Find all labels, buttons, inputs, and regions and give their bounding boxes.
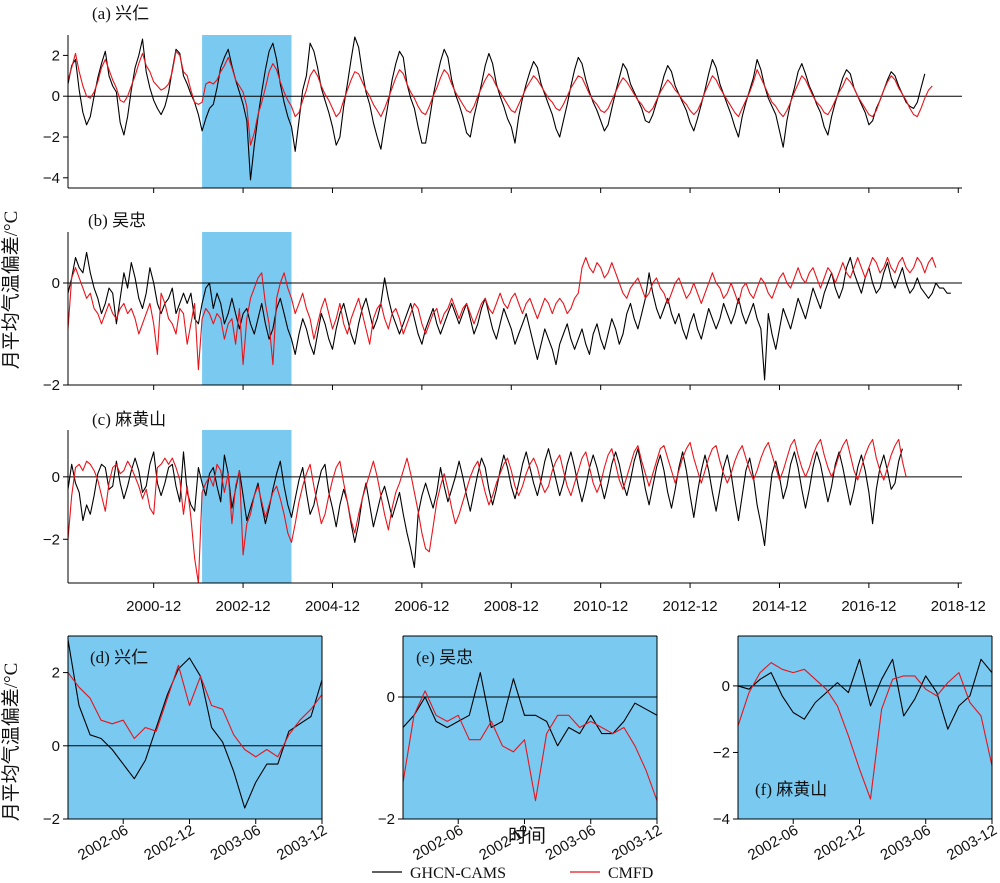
y-tick-label: 2 [52,665,60,682]
x-tick-label: 2002-12 [811,822,867,864]
x-tick-label: 2018-12 [931,598,986,615]
y-tick-label: −4 [713,811,730,828]
series-line-ghcn-cams [738,658,992,730]
legend: GHCN-CAMS CMFD [372,865,653,882]
y-tick-label: 0 [722,678,730,695]
highlight-band [202,430,292,583]
panel-b-title: (b) 吴忠 [88,211,146,230]
y-tick-label: −2 [43,377,60,394]
x-tick-label: 2012-12 [663,598,718,615]
panel-a: −4 −2 0 2 (a) 兴仁 [43,4,962,193]
x-tick-label: 2003-12 [274,822,330,864]
panel-b: −2 0 (b) 吴忠 [43,211,962,394]
x-tick-label: 2002-06 [410,822,466,864]
x-tick-label: 2002-12 [216,598,271,615]
series-line-ghcn-cams [403,672,657,747]
x-tick-label: 2014-12 [752,598,807,615]
y-tick-label: −2 [43,531,60,548]
panel-c: −2 0 2000-12 2002-12 2004-12 2006-12 2008-12 20… [43,410,986,615]
y-tick-label: 0 [52,275,60,292]
series-line-cmfd [738,662,992,800]
panel-c-title: (c) 麻黄山 [92,410,166,429]
y-tick-label: −2 [43,129,60,146]
panel-d: −2 0 2 2002-06 2002-12 2003-06 2003-12 (d) 兴仁 [43,635,330,864]
y-tick-label: 0 [52,469,60,486]
x-tick-label: 2010-12 [573,598,628,615]
panel-f-title: (f) 麻黄山 [755,780,827,799]
series-line-cmfd [68,256,937,371]
x-tick-label: 2003-12 [944,822,1000,864]
y-tick-label: 0 [52,738,60,755]
x-tick-label: 2006-12 [394,598,449,615]
y-tick-label: −4 [43,170,60,187]
panel-a-title: (a) 兴仁 [92,4,149,23]
y-tick-label: 2 [52,47,60,64]
x-tick-label: 2000-12 [126,598,181,615]
y-tick-label: −2 [378,811,395,828]
x-tick-label: 2002-06 [75,822,131,864]
x-tick-label: 2003-12 [609,822,665,864]
panel-f: −4 −2 0 2002-06 2002-12 2003-06 2003-12 (f) 麻黄山 [713,635,1000,864]
panel-d-title: (d) 兴仁 [90,648,148,667]
series-line-cmfd [68,438,907,584]
legend-label-ghcn-cams: GHCN-CAMS [410,865,506,882]
x-tick-label: 2016-12 [841,598,896,615]
legend-label-cmfd: CMFD [608,865,653,882]
x-tick-label: 2008-12 [484,598,539,615]
x-tick-label: 2002-12 [141,822,197,864]
panel-e-title: (e) 吴忠 [416,648,473,667]
x-tick-label: 2002-06 [745,822,801,864]
series-line-ghcn-cams [68,36,926,181]
x-tick-label: 2003-06 [543,822,599,864]
x-tick-label: 2004-12 [305,598,360,615]
highlight-band [738,636,992,819]
series-line-cmfd [68,50,933,146]
x-tick-label: 2003-06 [878,822,934,864]
series-line-cmfd [68,664,322,758]
series-line-cmfd [403,690,657,802]
series-line-ghcn-cams [68,448,903,568]
x-axis-label: 时间 [508,825,546,847]
highlight-band [403,636,657,819]
y-tick-label: 0 [52,88,60,105]
y-axis-label-top: 月平均气温偏差/°C [0,211,22,370]
y-tick-label: −2 [43,811,60,828]
y-tick-label: −2 [713,744,730,761]
y-axis-label-bottom: 月平均气温偏差/°C [0,663,22,822]
y-tick-label: 0 [387,689,395,706]
x-tick-label: 2003-06 [208,822,264,864]
series-line-ghcn-cams [68,639,322,809]
series-line-ghcn-cams [68,251,951,381]
